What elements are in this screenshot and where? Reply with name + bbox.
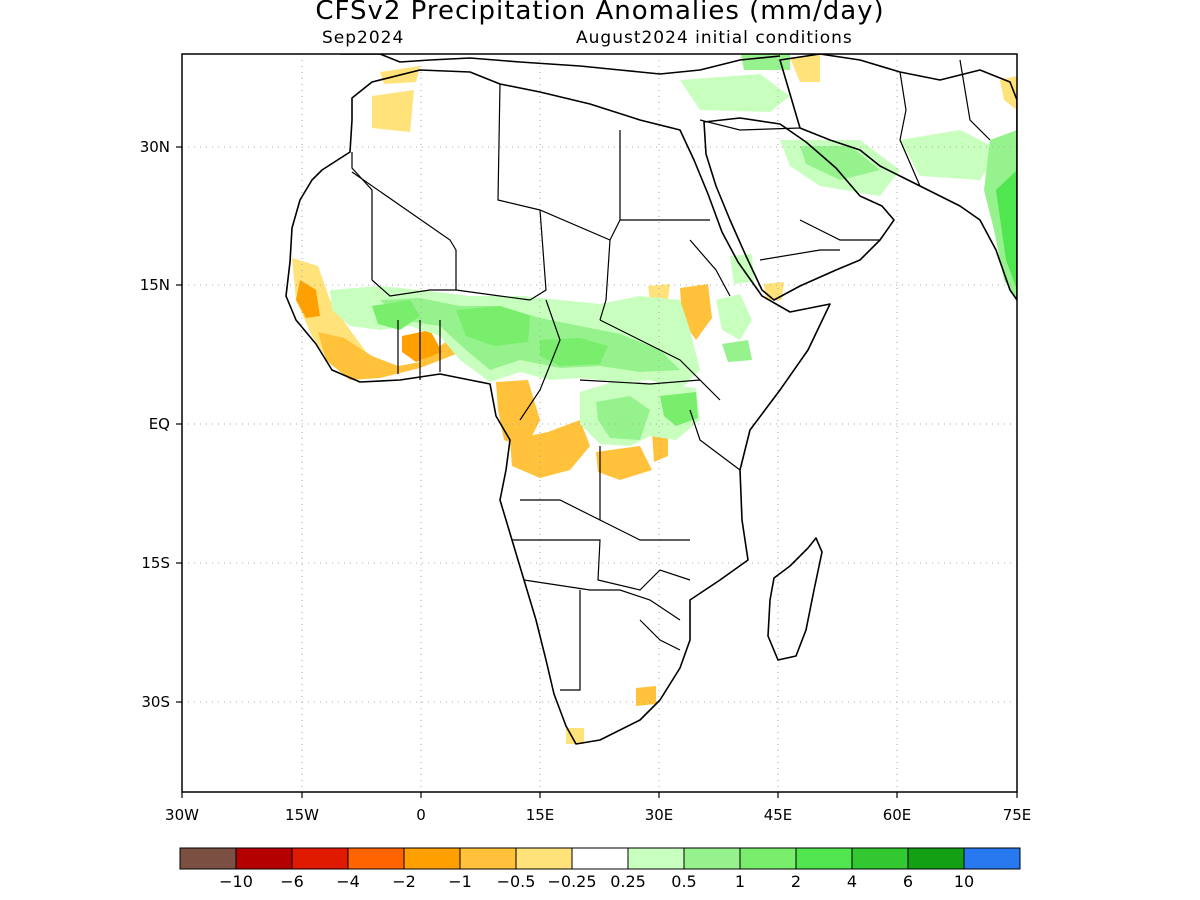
colorbar-swatch	[571, 847, 629, 870]
wet-anomaly-central-core	[596, 396, 650, 440]
colorbar-label: −0.5	[497, 872, 536, 891]
anomaly-shading	[292, 54, 1017, 744]
x-tick-label: 0	[416, 806, 426, 824]
colorbar-label: 6	[903, 872, 913, 891]
initial-conditions: August2024 initial conditions	[576, 28, 853, 48]
colorbar-label: −2	[392, 872, 416, 891]
dry-anomaly-congo	[510, 420, 590, 478]
y-axis	[176, 146, 182, 703]
x-tick-label: 45E	[764, 806, 793, 824]
europe-coastline	[340, 54, 781, 75]
wet-anomaly-cameroon	[540, 338, 608, 366]
y-tick-label: EQ	[149, 415, 170, 433]
madagascar-coastline	[767, 537, 823, 661]
arabia-coastline	[703, 117, 895, 301]
x-tick-label: 75E	[1003, 806, 1032, 824]
dry-anomaly-lesotho	[636, 686, 656, 706]
wet-anomaly-iran	[900, 130, 1000, 180]
forecast-month: Sep2024	[322, 28, 405, 48]
country-borders	[351, 59, 991, 691]
colorbar-swatch	[907, 847, 965, 870]
wet-anomaly-sahel-west	[372, 300, 420, 330]
coastlines	[285, 54, 1017, 745]
wet-anomaly-uganda	[660, 392, 698, 426]
dry-anomaly-cape	[566, 728, 584, 744]
y-tick-label: 15N	[140, 276, 170, 294]
wet-anomaly-ethiopia	[716, 294, 752, 340]
colorbar-label: −10	[219, 872, 253, 891]
colorbar-swatch	[851, 847, 909, 870]
dry-anomaly-iran	[1000, 76, 1017, 110]
wet-anomaly-india-core	[996, 170, 1017, 290]
x-tick-label: 30W	[165, 806, 199, 824]
x-tick-label: 15E	[526, 806, 555, 824]
dry-anomaly-nw-africa	[372, 90, 414, 132]
colorbar-label: 0.5	[671, 872, 696, 891]
x-tick-label: 30E	[645, 806, 674, 824]
colorbar-label: 4	[847, 872, 857, 891]
colorbar-swatch	[403, 847, 461, 870]
dry-anomaly-east	[648, 284, 670, 300]
map-frame	[181, 53, 1018, 793]
dry-anomaly-west-africa-south	[318, 332, 456, 380]
y-tick-label: 30S	[141, 693, 170, 711]
colorbar-swatch	[795, 847, 853, 870]
colorbar-swatch	[515, 847, 573, 870]
colorbar-label: 2	[791, 872, 801, 891]
colorbar-label: −0.25	[547, 872, 596, 891]
colorbar-label: 10	[954, 872, 974, 891]
dry-anomaly-yemen	[764, 282, 784, 300]
y-tick-label: 30N	[140, 138, 170, 156]
dry-anomaly-central	[596, 446, 652, 480]
colorbar-swatch	[347, 847, 405, 870]
dry-anomaly-gabon	[496, 380, 540, 448]
colorbar-label: 0.25	[610, 872, 646, 891]
colorbar-label: −1	[448, 872, 472, 891]
wet-anomaly-levant	[680, 74, 790, 112]
colorbar-swatch	[963, 847, 1021, 870]
colorbar-swatch	[179, 847, 237, 870]
colorbar-label: 1	[735, 872, 745, 891]
colorbar-swatch	[459, 847, 517, 870]
y-tick-label: 15S	[141, 554, 170, 572]
wet-anomaly-ethiopia-2	[722, 340, 752, 362]
colorbar-label: −4	[336, 872, 360, 891]
colorbar	[179, 847, 1021, 870]
x-tick-label: 15W	[285, 806, 319, 824]
x-axis	[181, 792, 1018, 798]
chart-title: CFSv2 Precipitation Anomalies (mm/day)	[315, 0, 885, 26]
dry-anomaly-ghana	[402, 330, 442, 362]
colorbar-labels: −10 −6 −4 −2 −1 −0.5 −0.25 0.25 0.5 1 2 4 6 10	[219, 872, 974, 891]
africa-coastline	[285, 69, 831, 745]
colorbar-label: −6	[280, 872, 304, 891]
x-tick-label: 60E	[883, 806, 912, 824]
wet-anomaly-nigeria	[456, 306, 530, 346]
colorbar-swatch	[627, 847, 685, 870]
dry-anomaly-nw-border	[790, 54, 820, 82]
colorbar-swatch	[291, 847, 349, 870]
wet-anomaly-sahel-core	[380, 298, 680, 372]
asia-coastline	[779, 54, 1017, 301]
dry-anomaly-guinea	[296, 280, 320, 318]
colorbar-swatch	[235, 847, 293, 870]
colorbar-swatch	[683, 847, 741, 870]
colorbar-swatch	[739, 847, 797, 870]
